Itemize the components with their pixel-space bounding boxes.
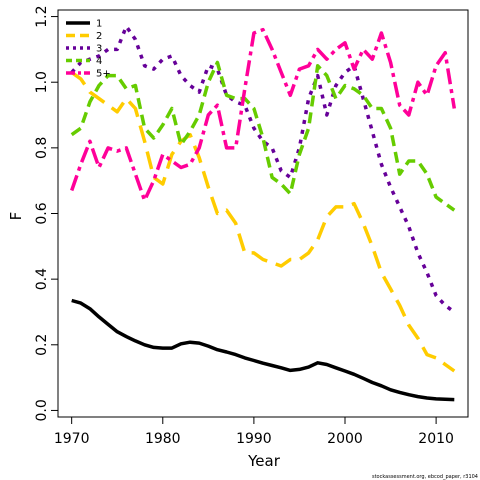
y-tick-label: 0.4	[34, 268, 50, 290]
series-line-4	[70, 60, 456, 212]
y-tick-label: 0.8	[34, 137, 50, 159]
legend: 12 34 5+	[66, 19, 111, 80]
y-tick-label: 1.0	[34, 71, 50, 93]
y-axis: 0.0 0.2 0.4 0.6 0.8 1.0 1.2	[34, 5, 59, 422]
y-tick-label: 0.0	[34, 399, 50, 421]
y-tick-label: 1.2	[34, 5, 50, 27]
x-axis-title: Year	[247, 452, 281, 470]
legend-label: 1	[96, 19, 102, 30]
series-line-2	[70, 70, 456, 373]
y-tick-label: 0.2	[34, 334, 50, 356]
x-axis: 1970 1980 1990 2000 2010	[54, 416, 454, 447]
legend-label: 4	[96, 56, 102, 67]
series-layer	[70, 24, 457, 402]
plot-frame	[57, 9, 469, 418]
legend-label: 2	[96, 31, 102, 42]
x-tick-label: 1990	[236, 431, 272, 447]
y-tick-label: 0.6	[34, 202, 50, 224]
legend-label: 5+	[96, 69, 111, 80]
x-tick-label: 2000	[327, 431, 363, 447]
footer-note: stockassessment.org, ebcod_paper, r3104	[372, 474, 478, 480]
legend-label: 3	[96, 44, 102, 55]
series-line-5plus	[70, 27, 457, 203]
x-tick-label: 1980	[145, 431, 181, 447]
x-tick-label: 2010	[418, 431, 454, 447]
series-line-1	[71, 298, 455, 402]
y-axis-title: F	[7, 212, 25, 221]
x-tick-label: 1970	[54, 431, 90, 447]
series-line-3	[70, 24, 456, 314]
